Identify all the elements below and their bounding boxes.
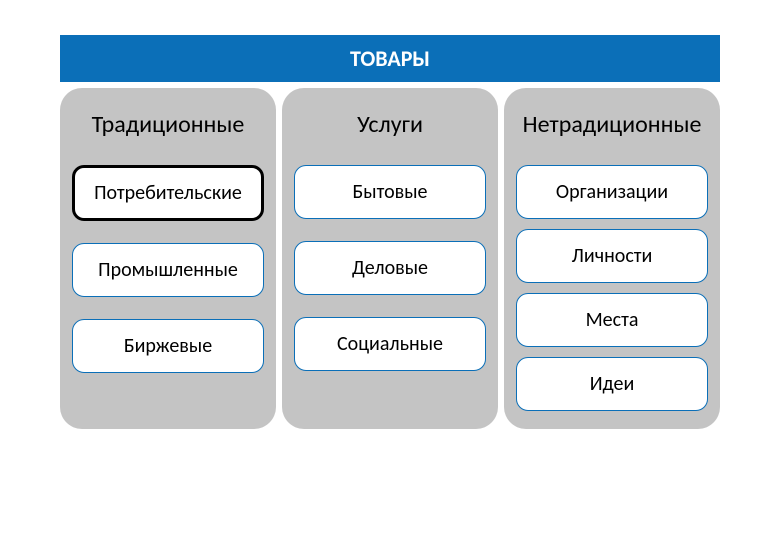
item-label: Биржевые <box>124 334 212 358</box>
item-label: Места <box>586 308 639 332</box>
item-label: Потребительские <box>94 181 242 205</box>
item-label: Личности <box>572 244 653 268</box>
item-box: Идеи <box>516 357 708 411</box>
column-title: Традиционные <box>72 110 264 139</box>
item-box: Личности <box>516 229 708 283</box>
item-label: Организации <box>556 180 668 204</box>
header-title: ТОВАРЫ <box>350 45 430 72</box>
item-box: Биржевые <box>72 319 264 373</box>
column-services: Услуги Бытовые Деловые Социальные <box>282 88 498 429</box>
item-box: Промышленные <box>72 243 264 297</box>
header-bar: ТОВАРЫ <box>60 35 720 82</box>
columns-container: Традиционные Потребительские Промышленны… <box>60 88 720 429</box>
column-items: Организации Личности Места Идеи <box>516 165 708 411</box>
item-box: Организации <box>516 165 708 219</box>
item-box: Бытовые <box>294 165 486 219</box>
column-title: Нетрадиционные <box>516 110 708 139</box>
item-label: Бытовые <box>353 180 428 204</box>
column-traditional: Традиционные Потребительские Промышленны… <box>60 88 276 429</box>
column-title: Услуги <box>294 110 486 139</box>
item-box: Места <box>516 293 708 347</box>
item-label: Деловые <box>352 256 428 280</box>
item-box: Потребительские <box>72 165 264 221</box>
column-items: Бытовые Деловые Социальные <box>294 165 486 411</box>
item-box: Деловые <box>294 241 486 295</box>
item-label: Социальные <box>337 332 443 356</box>
column-nontraditional: Нетрадиционные Организации Личности Мест… <box>504 88 720 429</box>
item-box: Социальные <box>294 317 486 371</box>
item-label: Идеи <box>590 372 635 396</box>
diagram-root: ТОВАРЫ Традиционные Потребительские Пром… <box>60 35 720 429</box>
column-items: Потребительские Промышленные Биржевые <box>72 165 264 411</box>
item-label: Промышленные <box>98 258 238 282</box>
